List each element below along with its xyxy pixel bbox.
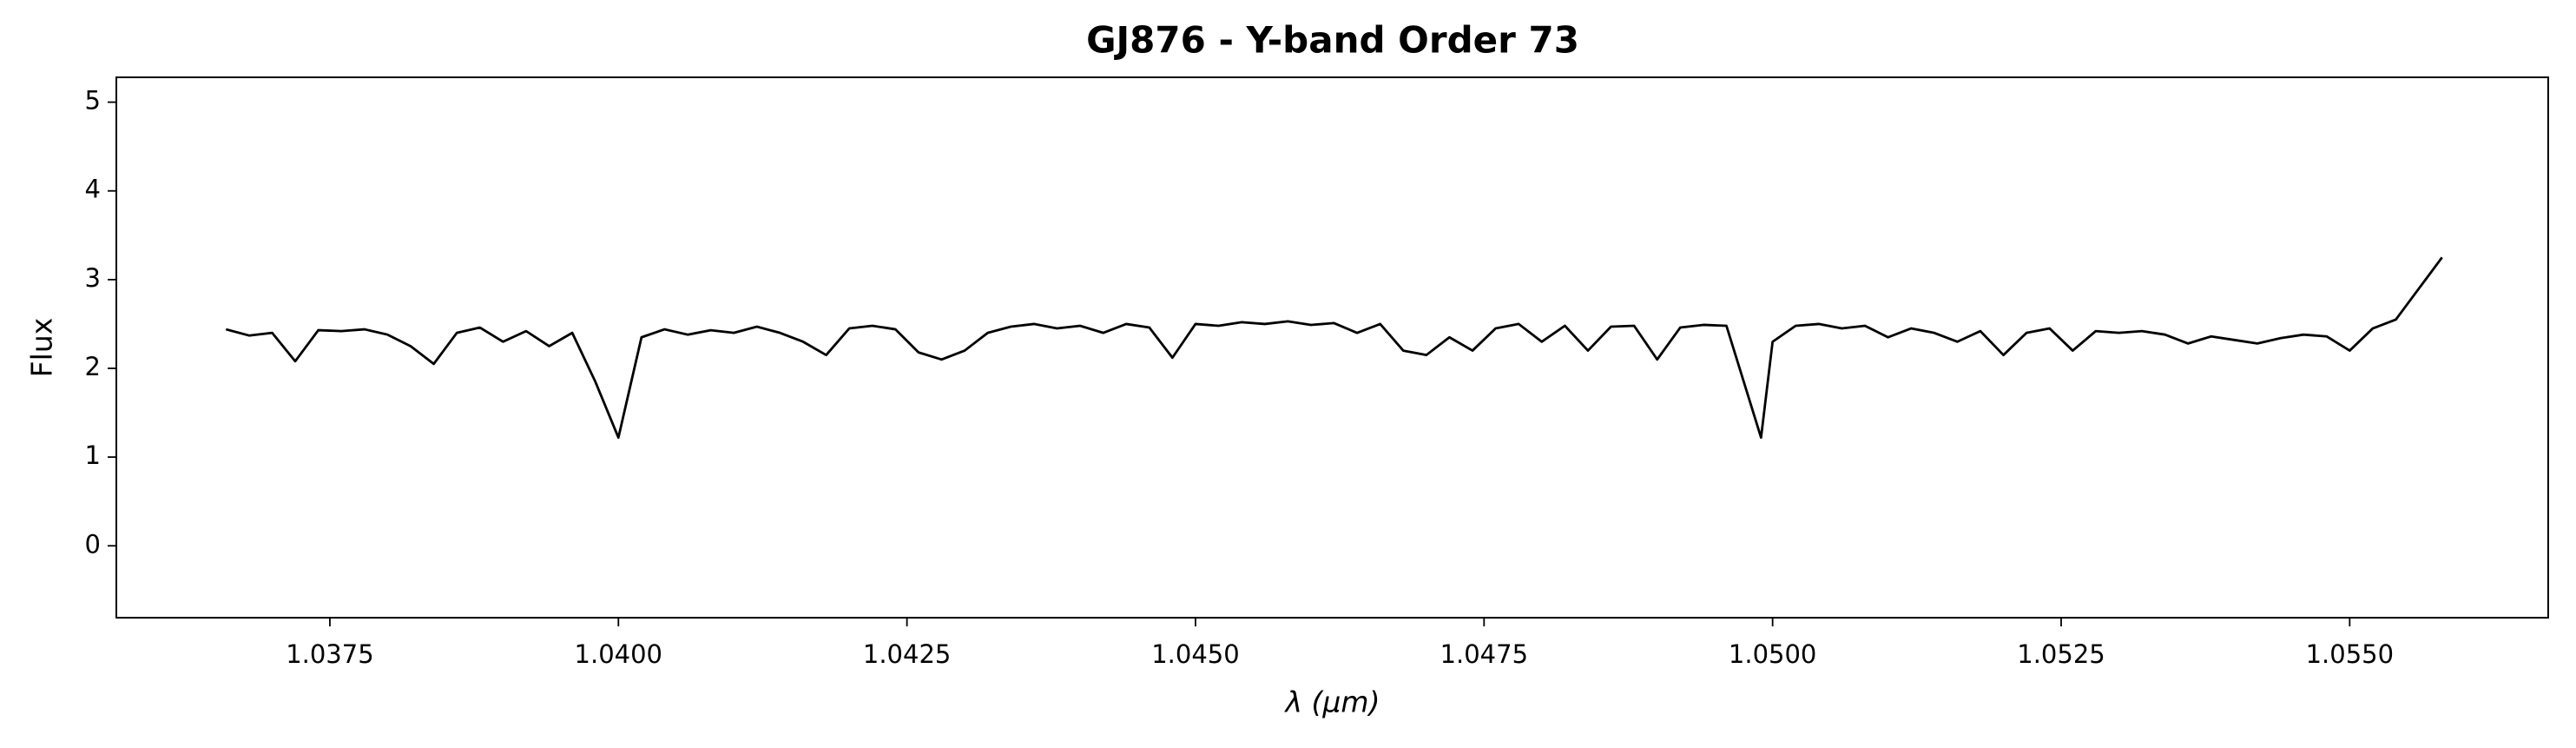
plot-frame (115, 76, 2549, 619)
y-tick-label: 5 (85, 86, 101, 116)
y-tick-label: 1 (85, 440, 101, 470)
x-tick-label: 1.0550 (2306, 639, 2394, 669)
x-tick-label: 1.0400 (575, 639, 662, 669)
spectrum-line (225, 256, 2443, 440)
chart-title: GJ876 - Y-band Order 73 (1086, 19, 1579, 62)
x-tick-label: 1.0525 (2017, 639, 2105, 669)
x-tick-label: 1.0475 (1440, 639, 1528, 669)
y-tick-label: 0 (85, 529, 101, 559)
x-tick-label: 1.0500 (1729, 639, 1816, 669)
x-axis-label: λ (μm) (1284, 685, 1380, 719)
y-tick-label: 3 (85, 263, 101, 293)
x-tick-label: 1.0450 (1151, 639, 1239, 669)
x-tick-label: 1.0425 (863, 639, 951, 669)
x-tick-label: 1.0375 (286, 639, 373, 669)
y-tick-label: 4 (85, 175, 101, 204)
y-axis-label: Flux (25, 318, 59, 378)
y-tick-label: 2 (85, 352, 101, 381)
